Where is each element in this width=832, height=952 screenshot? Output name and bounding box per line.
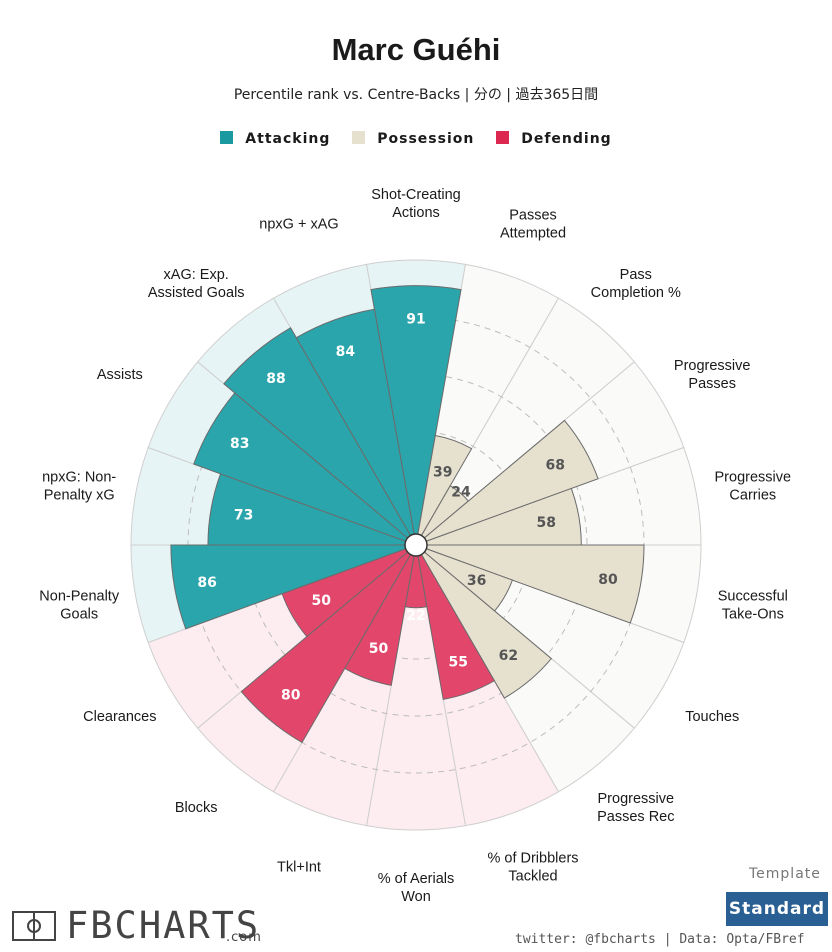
category-label-line: Pass [620,267,652,283]
legend-label-attacking: Attacking [245,131,331,147]
category-label-line: Passes Rec [597,809,674,825]
category-label-line: Progressive [715,470,792,486]
value-label-npxg-non-penalty-xg: 73 [234,508,253,524]
category-label-npxg-non-penalty-xg: npxG: Non- Penalty xG [42,470,116,504]
category-label-touches: Touches [685,709,739,725]
category-label-line: Tkl+Int [277,859,321,875]
category-label-line: Tackled [508,868,557,884]
category-label-passes-attempted: Passes Attempted [500,208,566,242]
category-label-progressive-passes: Progressive Passes [674,358,751,392]
category-label-line: Take-Ons [722,606,784,622]
category-label-of-aerials-won: % of Aerials Won [378,871,455,905]
category-label-line: npxG: Non- [42,470,116,486]
category-label-blocks: Blocks [175,800,218,816]
category-label-line: Passes [509,208,557,224]
category-label-line: Progressive [598,791,675,807]
category-label-progressive-carries: Progressive Carries [715,470,792,504]
value-label-shot-creating-actions: 91 [406,312,425,328]
category-label-line: Carries [729,488,776,504]
value-label-clearances: 50 [311,593,331,609]
value-label-of-aerials-won: 22 [406,608,425,624]
legend-item-defending: Defending [496,131,611,147]
category-label-clearances: Clearances [83,709,156,725]
template-standard-button[interactable]: Standard [726,892,828,926]
value-label-non-penalty-goals: 86 [197,575,216,591]
category-label-line: Assists [97,367,143,383]
category-label-progressive-passes-rec: Progressive Passes Rec [597,791,674,825]
brand-suffix: .com [226,930,262,945]
bar-shot-creating-actions [370,285,462,546]
category-label-of-dribblers-tackled: % of Dribblers Tackled [487,850,578,884]
category-label-line: Non-Penalty [39,588,120,604]
legend-item-attacking: Attacking [220,131,330,147]
category-label-assists: Assists [97,367,143,383]
value-label-progressive-passes-rec: 62 [499,648,518,664]
value-label-of-dribblers-tackled: 55 [449,654,468,670]
category-label-line: Clearances [83,709,156,725]
category-label-non-penalty-goals: Non-Penalty Goals [39,588,120,622]
legend-item-possession: Possession [352,131,474,147]
value-label-pass-completion: 24 [451,484,471,500]
bar-progressive-passes-rec [415,544,553,699]
value-label-assists: 83 [230,436,249,452]
category-label-line: Blocks [175,800,218,816]
category-label-shot-creating-actions: Shot-Creating Actions [371,187,460,221]
value-label-progressive-passes: 68 [546,458,565,474]
value-label-blocks: 80 [281,687,301,703]
category-label-xag-exp-assisted-goals: xAG: Exp. Assisted Goals [148,267,245,301]
brand-name: FBCHARTS [66,904,261,947]
bar-passes-attempted [415,434,473,546]
chart-title: Marc Guéhi [331,32,501,67]
category-label-line: npxG + xAG [259,217,338,233]
category-label-npxg-xag: npxG + xAG [259,217,338,233]
bar-xag-exp-assisted-goals [223,327,417,546]
center-dot [404,533,428,557]
category-label-pass-completion: Pass Completion % [591,267,681,301]
category-label-line: xAG: Exp. [164,267,229,283]
bar-of-dribblers-tackled [415,544,496,700]
category-label-line: Penalty xG [44,488,115,504]
legend-label-possession: Possession [377,131,475,147]
template-label: Template [749,866,821,882]
category-label-line: % of Aerials [378,871,455,887]
value-label-xag-exp-assisted-goals: 88 [266,371,285,387]
bar-successful-take-ons [415,544,645,624]
legend-swatch-possession [352,131,366,144]
category-label-line: % of Dribblers [487,850,578,866]
value-label-passes-attempted: 39 [433,465,452,481]
category-label-line: Won [401,889,431,905]
pitch-logo-icon [12,911,56,941]
category-label-line: Progressive [674,358,751,374]
bar-npxg-xag [295,308,417,546]
category-label-line: Touches [685,709,739,725]
legend-swatch-attacking [220,131,234,144]
category-label-tkl-int: Tkl+Int [277,859,321,875]
legend-label-defending: Defending [521,131,612,147]
value-label-npxg-xag: 84 [336,344,356,360]
category-label-line: Shot-Creating [371,187,460,203]
bar-non-penalty-goals [170,544,417,630]
category-label-line: Attempted [500,226,566,242]
legend-swatch-defending [496,131,510,144]
category-label-line: Goals [60,606,98,622]
category-label-successful-take-ons: Successful Take-Ons [718,588,788,622]
legend: Attacking Possession Defending [0,131,832,147]
value-label-tkl-int: 50 [369,641,389,657]
credits: twitter: @fbcharts | Data: Opta/FBref [515,932,805,947]
value-label-progressive-carries: 58 [537,515,556,531]
value-label-successful-take-ons: 80 [598,572,618,588]
category-label-line: Assisted Goals [148,285,245,301]
category-label-line: Successful [718,588,788,604]
category-label-line: Actions [392,205,440,221]
value-label-touches: 36 [467,573,486,589]
category-label-line: Completion % [591,285,681,301]
chart-subtitle: Percentile rank vs. Centre-Backs | 分の | … [233,87,599,103]
bar-progressive-passes [415,419,599,546]
bar-blocks [240,544,417,744]
category-label-line: Passes [688,376,736,392]
